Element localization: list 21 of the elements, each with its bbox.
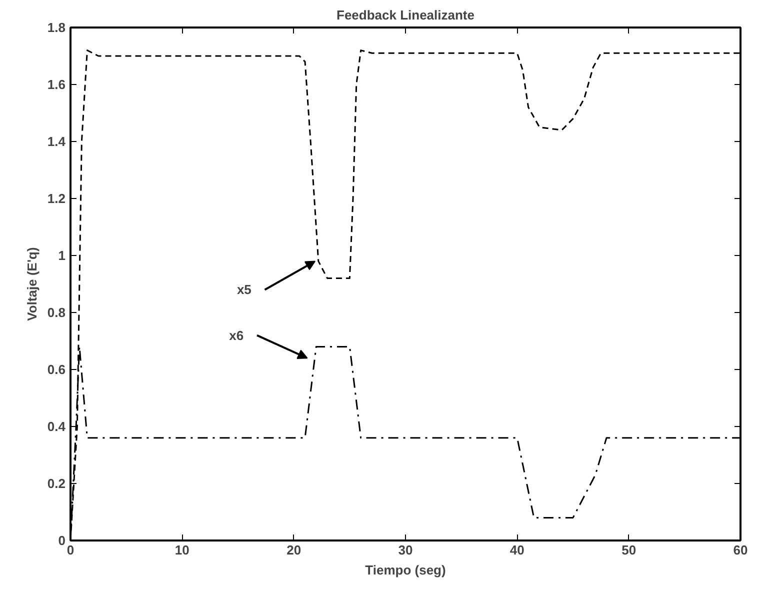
y-tick-label: 0.8 [47,305,66,320]
y-tick-label: 0.4 [47,419,66,434]
y-tick-label: 1.6 [47,77,66,92]
x-tick-label: 40 [510,542,524,558]
y-tick-label: 0 [58,533,66,548]
x-tick-label: 30 [398,542,413,558]
y-tick-label: 1.2 [47,191,66,206]
y-tick-label: 1.4 [47,134,66,149]
y-tick-label: 0.6 [47,362,66,377]
y-tick-label: 0.2 [47,476,66,491]
annotation: x6 [229,328,244,343]
x-tick-label: 20 [286,542,302,558]
x-tick-label: 10 [174,542,190,558]
x-tick-label: 50 [622,542,636,558]
x-axis-title: Tiempo (seg) [365,562,446,578]
annotation: x5 [236,282,252,298]
y-axis-title: Voltaje (E'q) [24,247,40,321]
y-tick-label: 1 [58,248,66,263]
y-tick-label: 1.8 [47,20,66,35]
x-tick-label: 60 [733,542,748,558]
chart-title: Feedback Linealizante [336,8,475,22]
